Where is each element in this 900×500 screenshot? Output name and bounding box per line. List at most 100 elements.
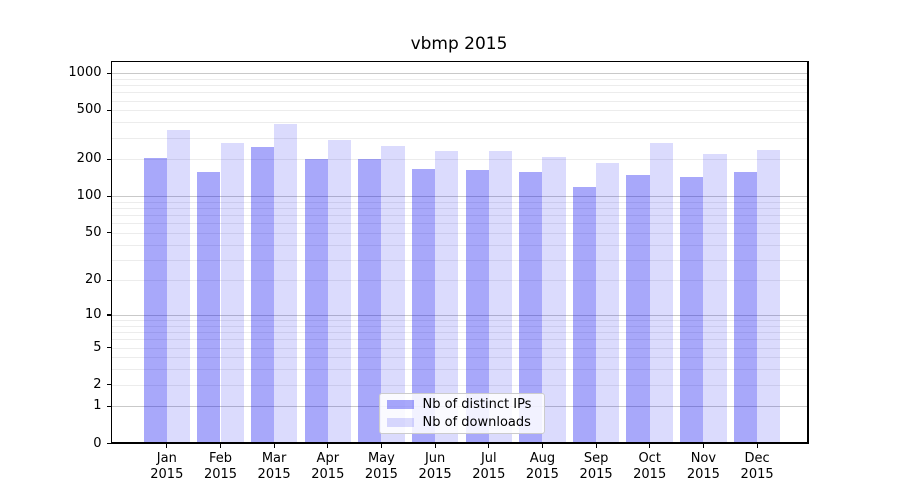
x-tick-label-feb: Feb 2015	[203, 450, 238, 482]
y-tick-mark	[106, 384, 111, 386]
minor-gridline	[110, 244, 809, 246]
minor-gridline	[110, 357, 809, 359]
minor-gridline	[110, 280, 809, 282]
x-tick-mark	[434, 443, 436, 448]
minor-gridline	[110, 92, 809, 94]
x-tick-mark	[541, 443, 544, 448]
bar-downloads-oct	[649, 142, 673, 444]
bar-distinct-ips-jan	[143, 158, 167, 444]
x-tick-mark	[756, 443, 758, 448]
x-tick-mark	[380, 443, 383, 448]
bar-distinct-ips-mar	[250, 146, 275, 444]
x-tick-label-dec: Dec 2015	[740, 450, 774, 482]
bar-distinct-ips-may	[358, 159, 382, 444]
bar-downloads-jul	[488, 150, 513, 444]
plot-area: 1000 500 200 100 50 20 10 5 2 1 0 Jan 2015 Feb 2015 Ma…	[68, 61, 809, 482]
major-gridline	[110, 73, 809, 75]
x-tick-label-mar: Mar 2015	[257, 450, 291, 482]
major-gridline	[110, 315, 809, 316]
minor-gridline	[110, 332, 809, 334]
y-tick-mark	[106, 314, 111, 316]
bar-downloads-jun	[435, 150, 459, 444]
minor-gridline	[110, 259, 809, 261]
legend-item: Nb of downloads	[386, 414, 544, 430]
y-tick-label: 100	[76, 188, 102, 204]
x-tick-mark	[219, 443, 222, 448]
bar-downloads-nov	[703, 154, 727, 444]
x-tick-label-oct: Oct 2015	[633, 450, 667, 482]
x-tick-label-jul: Jul 2015	[472, 450, 506, 482]
y-tick-label: 50	[84, 224, 102, 240]
minor-gridline	[110, 159, 809, 161]
x-tick-label-apr: Apr 2015	[311, 450, 345, 482]
x-tick-label-may: May 2015	[364, 450, 398, 482]
minor-gridline	[110, 100, 809, 102]
bar-downloads-feb	[220, 142, 244, 444]
y-tick-mark	[106, 279, 111, 281]
minor-gridline	[110, 384, 809, 386]
y-tick-mark	[106, 346, 111, 349]
axis-spine-top	[110, 61, 809, 63]
bar-distinct-ips-oct	[626, 175, 650, 444]
minor-gridline	[110, 78, 809, 80]
major-gridline	[110, 196, 809, 198]
bar-distinct-ips-dec	[733, 172, 758, 444]
x-tick-label-aug: Aug 2015	[525, 450, 559, 482]
minor-gridline	[110, 325, 809, 327]
minor-gridline	[110, 232, 809, 234]
minor-gridline	[110, 320, 809, 322]
axis-spine-right	[807, 61, 809, 444]
y-tick-label: 200	[76, 151, 102, 167]
legend-label: Nb of downloads	[422, 414, 531, 430]
y-tick-label: 5	[93, 339, 102, 355]
minor-gridline	[110, 137, 809, 139]
x-tick-mark	[327, 443, 329, 448]
minor-gridline	[110, 85, 809, 87]
bar-distinct-ips-jun	[411, 168, 436, 444]
bar-downloads-jan	[166, 130, 191, 444]
minor-gridline	[110, 215, 809, 217]
y-tick-label: 0	[93, 435, 102, 451]
y-tick-mark	[106, 405, 111, 408]
axis-spine-left	[110, 61, 112, 444]
x-tick-mark	[488, 443, 490, 448]
bar-downloads-mar	[274, 124, 298, 444]
y-tick-mark	[106, 72, 111, 74]
y-tick-mark	[106, 195, 111, 197]
x-tick-label-sep: Sep 2015	[579, 450, 613, 482]
y-tick-label: 20	[84, 272, 102, 288]
bar-downloads-sep	[596, 163, 620, 444]
bar-distinct-ips-jul	[465, 169, 489, 444]
minor-gridline	[110, 339, 809, 341]
bar-distinct-ips-sep	[572, 187, 597, 444]
axis-spine-bottom	[110, 442, 809, 444]
bar-distinct-ips-aug	[519, 171, 543, 444]
legend-swatch-distinct_ips	[386, 399, 414, 409]
x-tick-label-nov: Nov 2015	[686, 450, 720, 482]
minor-gridline	[110, 122, 809, 124]
y-tick-mark	[106, 158, 111, 160]
y-tick-mark	[106, 442, 111, 445]
minor-gridline	[110, 347, 809, 349]
bar-downloads-aug	[542, 156, 566, 444]
legend-label: Nb of distinct IPs	[422, 396, 532, 412]
minor-gridline	[110, 110, 809, 112]
x-tick-mark	[166, 443, 168, 448]
minor-gridline	[110, 223, 809, 225]
bar-downloads-may	[381, 145, 405, 444]
x-tick-mark	[273, 443, 275, 448]
y-tick-mark	[106, 109, 111, 111]
y-tick-label: 2	[93, 376, 102, 392]
bar-downloads-dec	[757, 150, 781, 444]
legend-item: Nb of distinct IPs	[386, 396, 544, 412]
x-tick-mark	[702, 443, 705, 448]
bar-distinct-ips-nov	[680, 177, 704, 444]
bar-downloads-apr	[327, 140, 352, 444]
legend: Nb of distinct IPs Nb of downloads	[378, 392, 545, 434]
x-tick-label-jan: Jan 2015	[150, 450, 184, 482]
x-tick-mark	[595, 443, 597, 448]
y-tick-label: 1	[93, 398, 102, 414]
y-tick-label: 10	[84, 307, 102, 322]
x-tick-mark	[649, 443, 651, 448]
